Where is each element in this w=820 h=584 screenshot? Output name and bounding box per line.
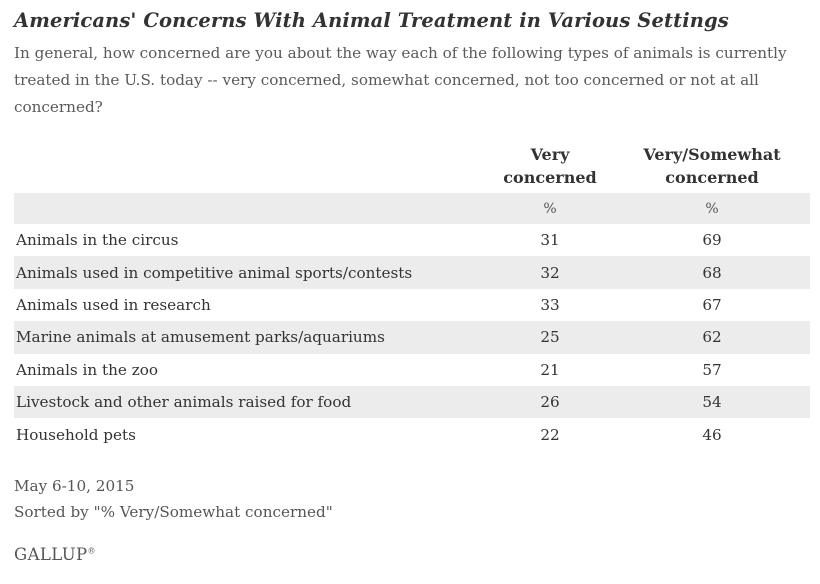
column-header-very-somewhat: Very/Somewhat concerned: [614, 143, 810, 193]
row-label: Livestock and other animals raised for f…: [14, 385, 486, 419]
value-very: 32: [486, 256, 614, 289]
column-header-very-line2: concerned: [503, 168, 597, 187]
value-very: 33: [540, 295, 560, 314]
survey-date: May 6-10, 2015: [14, 476, 135, 495]
chart-footer: May 6-10, 2015 Sorted by "% Very/Somewha…: [14, 473, 806, 525]
table-row: Animals used in research 33 67: [14, 289, 810, 321]
value-very-somewhat: 54: [614, 385, 810, 419]
value-very: 22: [540, 425, 560, 444]
column-header-very-somewhat-line2: concerned: [665, 168, 759, 187]
column-header-very-somewhat-line1: Very/Somewhat: [643, 145, 781, 164]
value-very-somewhat: 57: [702, 360, 722, 379]
table-row: Animals used in competitive animal sport…: [14, 256, 810, 289]
value-very: 26: [486, 385, 614, 419]
row-label: Animals used in research: [16, 295, 211, 314]
header-spacer: [14, 143, 486, 193]
unit-spacer: [14, 193, 486, 224]
logo-mark: ®: [87, 546, 96, 556]
row-label: Marine animals at amusement parks/aquari…: [14, 321, 486, 354]
column-header-very: Very concerned: [486, 143, 614, 193]
row-label: Animals in the circus: [16, 231, 179, 250]
column-header-very-line1: Very: [530, 145, 570, 164]
table-row: Livestock and other animals raised for f…: [14, 385, 810, 419]
value-very-somewhat: 68: [614, 256, 810, 289]
row-label: Animals in the zoo: [16, 360, 158, 379]
table-row: Marine animals at amusement parks/aquari…: [14, 321, 810, 354]
table-row: Animals in the circus 31 69: [14, 224, 810, 256]
header-row: Very concerned Very/Somewhat concerned: [14, 143, 810, 193]
logo-text: GALLUP: [14, 544, 88, 564]
value-very-somewhat: 69: [702, 231, 722, 250]
gallup-logo: GALLUP®: [14, 545, 806, 564]
value-very-somewhat: 67: [702, 295, 722, 314]
chart-subtitle: In general, how concerned are you about …: [14, 44, 787, 116]
table-row: Household pets 22 46: [14, 418, 810, 450]
row-label: Household pets: [16, 425, 136, 444]
unit-very: %: [486, 193, 614, 224]
row-label: Animals used in competitive animal sport…: [14, 256, 486, 289]
table-row: Animals in the zoo 21 57: [14, 354, 810, 386]
value-very: 21: [540, 360, 560, 379]
value-very: 25: [486, 321, 614, 354]
sort-note: Sorted by "% Very/Somewhat concerned": [14, 502, 333, 521]
value-very: 31: [540, 231, 560, 250]
chart-container: Americans' Concerns With Animal Treatmen…: [14, 6, 810, 564]
chart-title: Americans' Concerns With Animal Treatmen…: [14, 9, 729, 32]
unit-very-somewhat: %: [614, 193, 810, 224]
data-table: Very concerned Very/Somewhat concerned %…: [14, 143, 810, 451]
value-very-somewhat: 62: [614, 321, 810, 354]
value-very-somewhat: 46: [702, 425, 722, 444]
unit-row: % %: [14, 193, 810, 224]
